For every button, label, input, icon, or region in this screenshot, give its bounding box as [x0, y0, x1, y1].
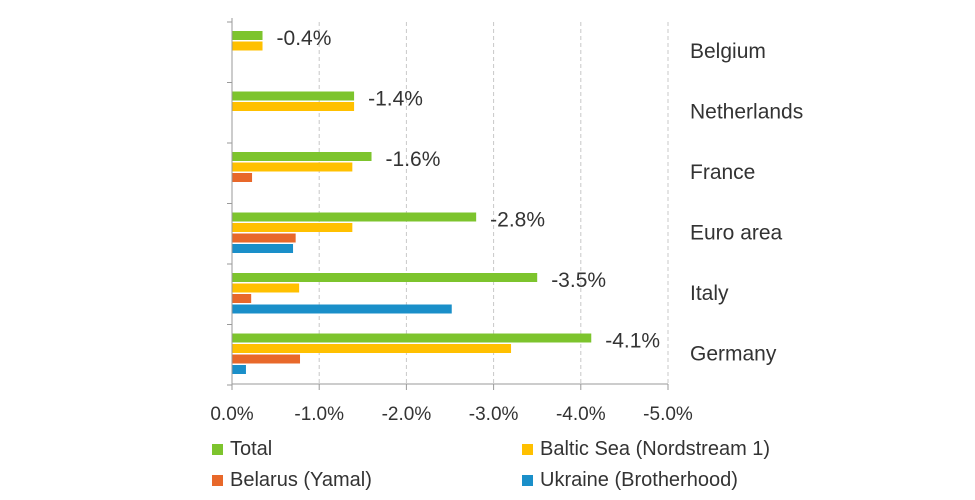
bar-chart: 0.0% -1.0% -2.0% -3.0% -4.0% -5.0% -0.4% Belgiu…: [210, 18, 803, 425]
legend-label-belarus: Belarus (Yamal): [230, 469, 372, 491]
bar-baltic-sea-nordstream-1: [232, 41, 263, 51]
legend-swatch-belarus: [212, 475, 223, 486]
legend-label-total: Total: [230, 438, 273, 460]
legend-label-ukraine: Ukraine (Brotherhood): [540, 469, 738, 491]
bar-baltic-sea-nordstream-1: [232, 344, 512, 353]
bar-ukraine-brotherhood: [232, 304, 452, 314]
bar-belarus-yamal: [232, 233, 296, 243]
x-tick-label: -4.0%: [556, 404, 606, 425]
bar-belarus-yamal: [232, 294, 252, 303]
bars: [232, 31, 592, 374]
gridlines: [318, 22, 669, 384]
data-label: -0.4%: [277, 27, 332, 50]
legend-swatch-total: [212, 444, 223, 455]
bar-total: [232, 31, 263, 40]
x-tick-label: 0.0%: [210, 404, 253, 425]
data-label: -4.1%: [605, 330, 660, 353]
bar-baltic-sea-nordstream-1: [232, 102, 355, 111]
bar-baltic-sea-nordstream-1: [232, 162, 353, 172]
category-label: Italy: [690, 282, 729, 305]
bar-belarus-yamal: [232, 173, 253, 182]
legend-item-belarus: Belarus (Yamal): [212, 469, 372, 492]
bar-total: [232, 91, 355, 101]
category-label: Belgium: [690, 40, 766, 63]
data-label: -1.6%: [386, 148, 441, 171]
x-tick-label: -1.0%: [294, 404, 344, 425]
category-label: Netherlands: [690, 101, 803, 124]
bar-total: [232, 273, 538, 282]
category-label: Euro area: [690, 222, 783, 245]
legend-item-total: Total: [212, 438, 272, 461]
bar-ukraine-brotherhood: [232, 365, 246, 374]
legend-item-ukraine: Ukraine (Brotherhood): [522, 469, 738, 492]
data-label: -2.8%: [490, 209, 545, 232]
data-label: -1.4%: [368, 88, 423, 111]
bar-baltic-sea-nordstream-1: [232, 283, 300, 293]
bar-total: [232, 333, 592, 343]
x-tick-label: -5.0%: [643, 404, 693, 425]
x-tick-label: -3.0%: [469, 404, 519, 425]
labels: 0.0% -1.0% -2.0% -3.0% -4.0% -5.0% -0.4% Belgiu…: [210, 27, 803, 425]
x-tick-label: -2.0%: [382, 404, 432, 425]
bar-ukraine-brotherhood: [232, 244, 294, 253]
legend-item-baltic-sea: Baltic Sea (Nordstream 1): [522, 438, 770, 461]
bar-belarus-yamal: [232, 354, 301, 364]
axes: [227, 18, 669, 390]
bar-total: [232, 152, 372, 161]
bar-baltic-sea-nordstream-1: [232, 223, 353, 232]
bar-total: [232, 212, 477, 222]
category-label: France: [690, 161, 755, 184]
legend-swatch-baltic-sea: [522, 444, 533, 455]
legend-label-baltic-sea: Baltic Sea (Nordstream 1): [540, 438, 771, 460]
legend-swatch-ukraine: [522, 475, 533, 486]
category-label: Germany: [690, 343, 777, 366]
data-label: -3.5%: [551, 269, 606, 292]
